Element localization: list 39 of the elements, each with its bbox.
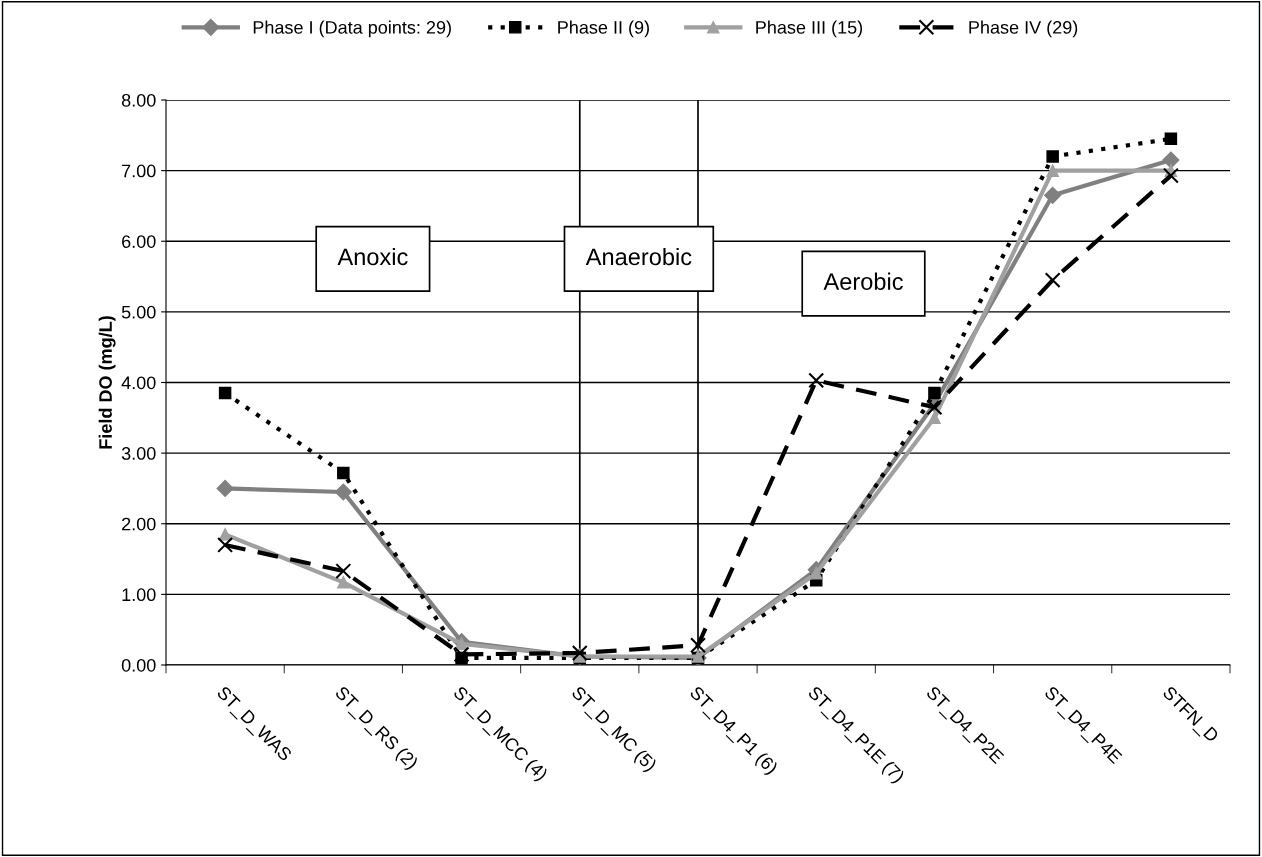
point	[1044, 186, 1062, 204]
point	[808, 372, 825, 389]
y-tick-label: 8.00	[121, 93, 156, 107]
y-tick-label: 6.00	[122, 235, 156, 248]
y-tick-label: 7.00	[122, 164, 156, 178]
point	[1046, 164, 1059, 177]
point	[218, 386, 232, 400]
legend-label: Phase II (9)	[558, 20, 649, 38]
point	[690, 637, 706, 654]
point	[928, 386, 941, 400]
y-tick-label: 0.00	[121, 658, 156, 672]
point	[928, 411, 941, 425]
point	[218, 528, 232, 541]
y-tick-label: 2.00	[122, 517, 156, 531]
legend-label: Phase III (15)	[756, 20, 863, 38]
point	[809, 566, 823, 580]
point	[335, 563, 352, 580]
point	[453, 646, 470, 663]
y-axis-title: Field DO (mg/L)	[98, 316, 116, 449]
point	[1046, 150, 1059, 163]
legend-label: Phase IV (29)	[969, 20, 1078, 38]
point	[571, 645, 588, 661]
point	[216, 479, 234, 497]
y-tick-label: 1.00	[122, 588, 156, 602]
point	[1162, 167, 1179, 184]
y-tick-label: 3.00	[121, 447, 156, 460]
y-tick-label: 5.00	[121, 305, 156, 319]
point	[1044, 272, 1061, 289]
legend-label: Phase I (Data points: 29)	[253, 20, 451, 38]
point	[217, 536, 234, 553]
annotation: Aerobic	[823, 272, 903, 290]
point	[1164, 132, 1178, 146]
y-tick-label: 4.00	[121, 376, 156, 390]
point	[337, 576, 350, 589]
point	[334, 483, 352, 501]
annotation: Anaerobic	[585, 247, 692, 266]
point	[337, 466, 350, 480]
annotation: Anoxic	[337, 247, 408, 266]
point	[926, 399, 943, 416]
